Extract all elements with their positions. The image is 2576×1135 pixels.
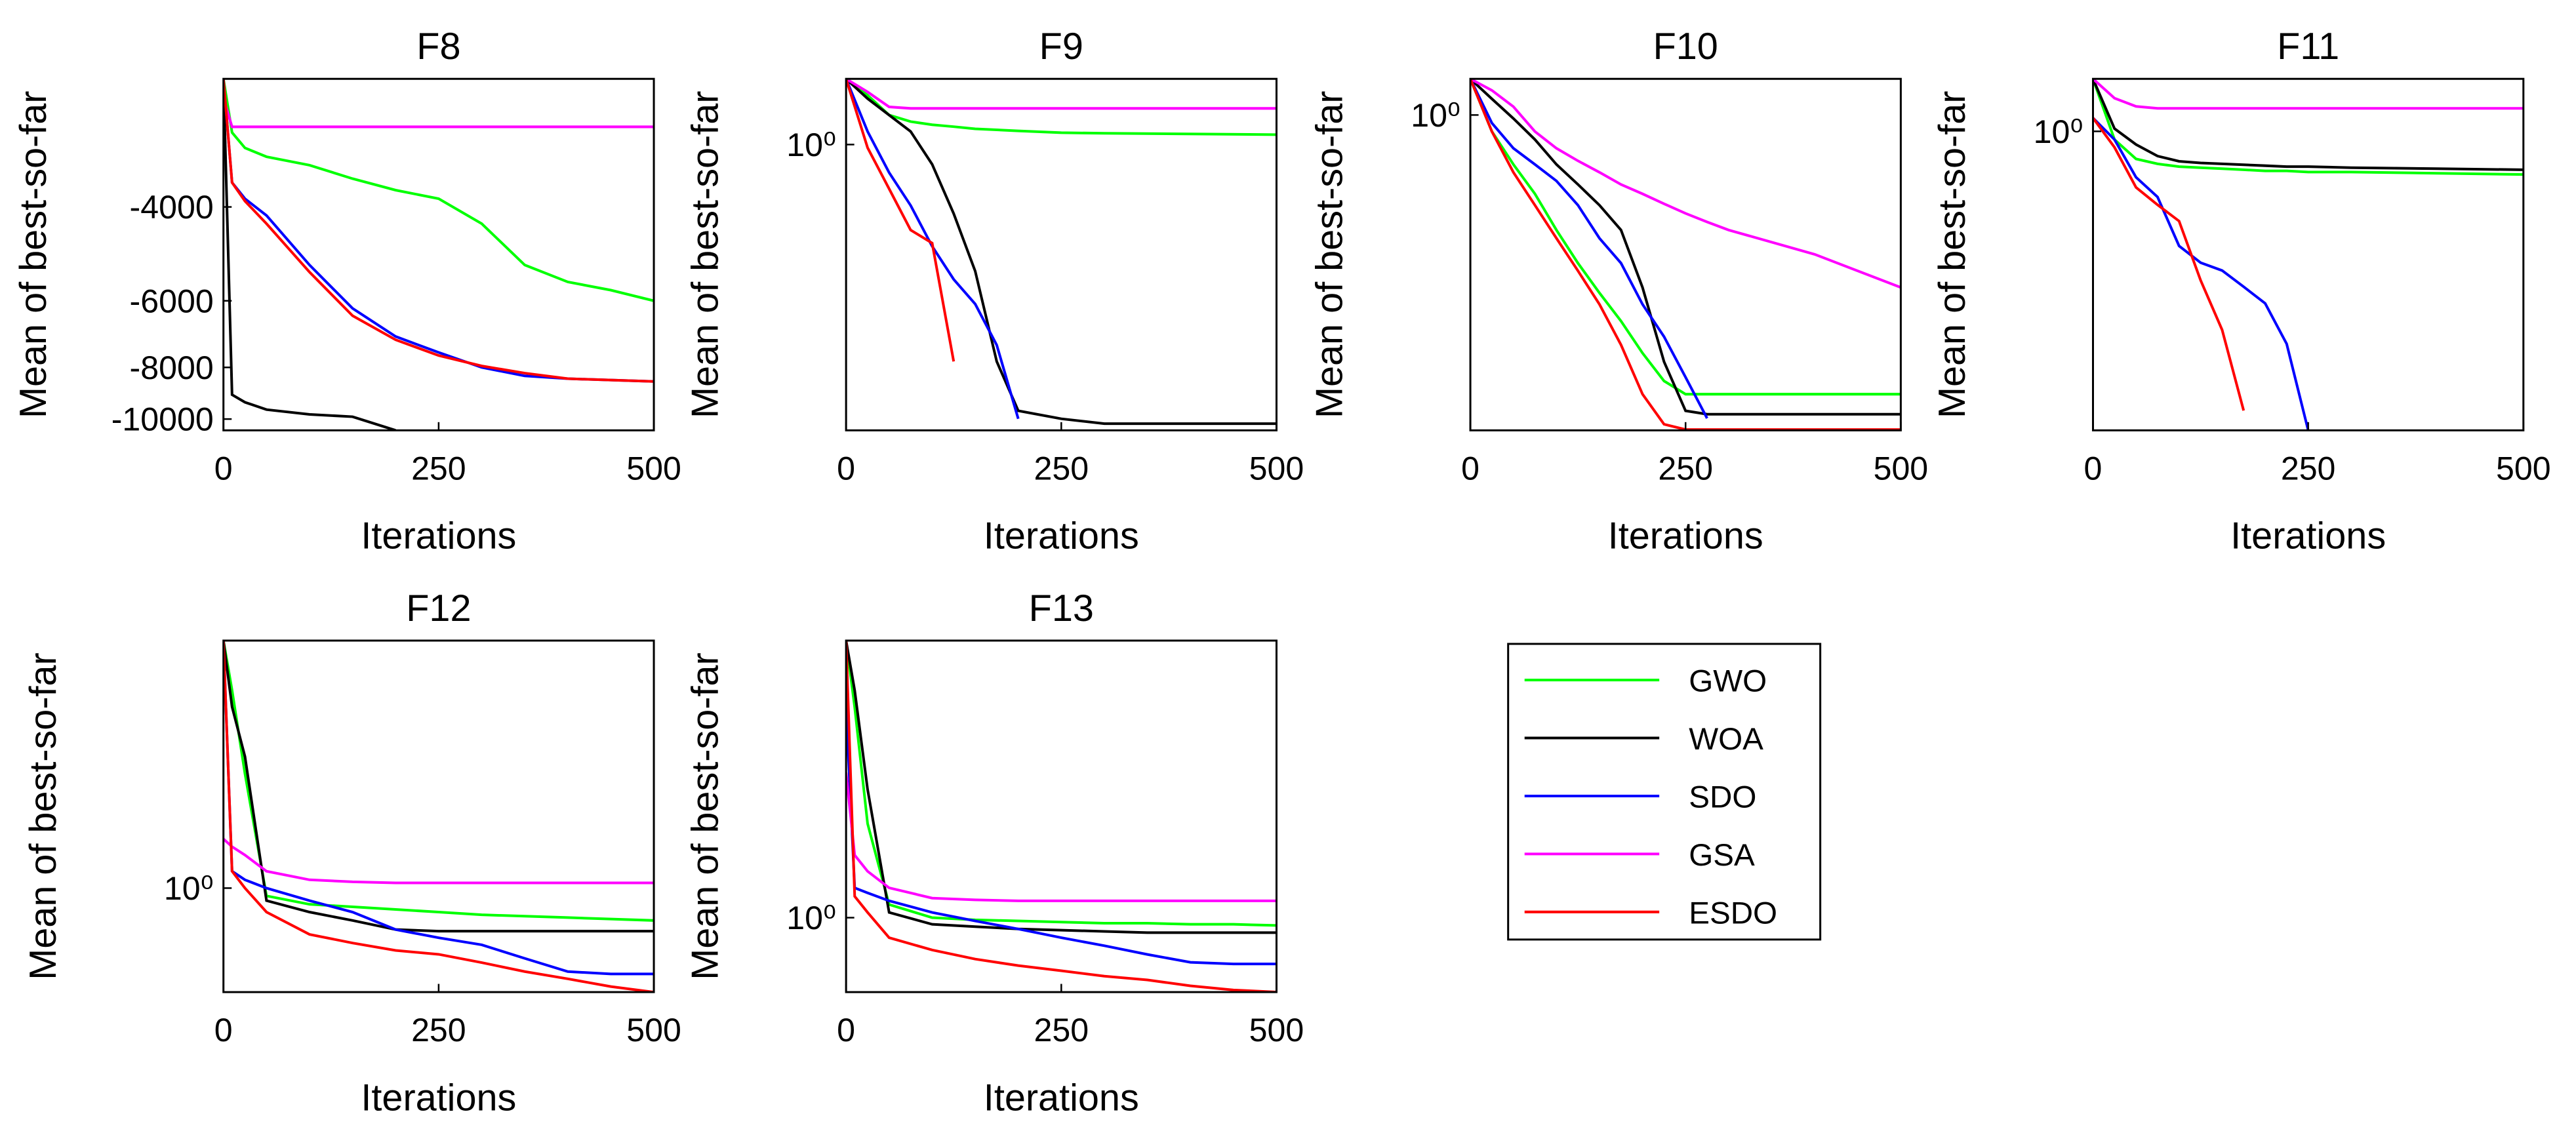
x-tick-label: 0 xyxy=(214,450,233,487)
series-group xyxy=(846,79,1277,426)
x-tick-label: 0 xyxy=(2084,450,2103,487)
y-axis-label: Mean of best-so-far xyxy=(685,91,727,419)
x-tick-label: 500 xyxy=(1249,1012,1304,1048)
x-tick-label: 500 xyxy=(2496,450,2551,487)
series-line xyxy=(846,640,1277,993)
series-line xyxy=(846,772,1277,902)
series-group xyxy=(2093,79,2524,431)
y-axis-label: Mean of best-so-far xyxy=(1931,91,1973,419)
x-tick-label: 250 xyxy=(1658,450,1713,487)
series-line xyxy=(2093,79,2524,171)
series-group xyxy=(223,79,654,431)
series-line xyxy=(1470,79,1708,419)
legend-label: GWO xyxy=(1689,664,1767,699)
x-tick-label: 250 xyxy=(411,1012,466,1048)
plot-frame xyxy=(222,77,655,431)
plot-frame xyxy=(845,639,1278,993)
x-axis-label: Iterations xyxy=(361,1077,516,1119)
series-line xyxy=(223,640,654,933)
chart-title: F12 xyxy=(406,587,471,629)
legend-box xyxy=(1507,643,1822,941)
x-tick-label: 0 xyxy=(214,1012,233,1048)
subplot: 0 250 500 10⁰ F13 Iterations Mean of best-so-f… xyxy=(685,587,1304,1119)
series-line xyxy=(846,640,1277,927)
series-line xyxy=(2093,79,2524,110)
x-tick-label: 250 xyxy=(2281,450,2336,487)
series-line xyxy=(223,837,654,885)
x-tick-label: 0 xyxy=(1461,450,1479,487)
y-axis-label: Mean of best-so-far xyxy=(12,91,54,419)
x-tick-label: 250 xyxy=(1034,1012,1089,1048)
series-line xyxy=(223,98,654,129)
y-tick-label: 10⁰ xyxy=(786,127,836,163)
subplot: 0 250 500 10⁰ F10 Iterations Mean of best-so-f… xyxy=(1309,26,1929,557)
x-axis-label: Iterations xyxy=(1608,515,1763,557)
series-group xyxy=(223,640,654,993)
legend-label: ESDO xyxy=(1689,896,1777,930)
y-tick-label: 10⁰ xyxy=(164,870,214,907)
series-group xyxy=(846,640,1277,993)
x-axis-label: Iterations xyxy=(361,515,516,557)
x-tick-label: 0 xyxy=(837,450,855,487)
chart-title: F11 xyxy=(2277,26,2339,68)
series-line xyxy=(1470,79,1901,416)
series-line xyxy=(223,79,396,431)
y-tick-label: -6000 xyxy=(130,283,214,319)
y-tick-label: -8000 xyxy=(130,349,214,386)
y-tick-label: -10000 xyxy=(111,401,214,438)
legend-label: GSA xyxy=(1689,838,1755,873)
series-line xyxy=(846,707,1277,966)
series-line xyxy=(223,640,654,976)
chart-title: F13 xyxy=(1029,587,1094,629)
series-line xyxy=(846,79,1277,136)
x-tick-label: 250 xyxy=(1034,450,1089,487)
chart-title: F10 xyxy=(1653,26,1718,68)
y-tick-label: -4000 xyxy=(130,189,214,226)
series-line xyxy=(846,640,1277,934)
y-axis-label: Mean of best-so-far xyxy=(685,652,727,980)
subplot: 0 250 500 10⁰ F9 Iterations Mean of best-so-fa… xyxy=(685,26,1304,557)
series-line xyxy=(846,79,956,362)
series-line xyxy=(2093,117,2310,431)
x-tick-label: 250 xyxy=(411,450,466,487)
series-line xyxy=(2093,79,2524,176)
series-line xyxy=(223,79,654,302)
series-line xyxy=(223,79,654,383)
subplot: 0 250 500 10⁰ F11 Iterations Mean of best-so-f… xyxy=(1931,26,2551,557)
subplot: 0 250 500 10⁰ F12 Iterations Mean of best-so-f… xyxy=(22,587,681,1119)
y-tick-label: 10⁰ xyxy=(2034,113,2083,150)
x-axis-label: Iterations xyxy=(984,1077,1139,1119)
series-line xyxy=(846,79,1277,110)
plot-frame xyxy=(2091,77,2525,431)
y-tick-label: 10⁰ xyxy=(1411,97,1460,134)
legend-label: SDO xyxy=(1689,780,1756,814)
subplot: 0 250 500 -10000 -8000 -6000 -4000 F8 Iterations… xyxy=(12,26,681,557)
series-line xyxy=(2093,117,2245,411)
chart-title: F9 xyxy=(1039,26,1083,68)
y-tick-label: 10⁰ xyxy=(786,900,836,936)
series-line xyxy=(1470,79,1901,289)
y-axis-label: Mean of best-so-far xyxy=(22,652,64,980)
series-line xyxy=(1470,79,1901,396)
x-tick-label: 0 xyxy=(837,1012,855,1048)
series-line xyxy=(846,79,1277,426)
chart-title: F8 xyxy=(416,26,460,68)
y-axis-label: Mean of best-so-far xyxy=(1309,91,1351,418)
series-line xyxy=(223,79,654,383)
x-tick-label: 500 xyxy=(626,450,681,487)
series-group xyxy=(1470,79,1901,431)
x-tick-label: 500 xyxy=(1249,450,1304,487)
series-line xyxy=(223,640,654,993)
legend-label: WOA xyxy=(1689,722,1763,757)
x-tick-label: 500 xyxy=(1874,450,1929,487)
x-axis-label: Iterations xyxy=(984,515,1139,557)
x-axis-label: Iterations xyxy=(2230,515,2386,557)
x-tick-label: 500 xyxy=(626,1012,681,1048)
plot-frame xyxy=(222,639,655,993)
series-line xyxy=(223,640,654,922)
